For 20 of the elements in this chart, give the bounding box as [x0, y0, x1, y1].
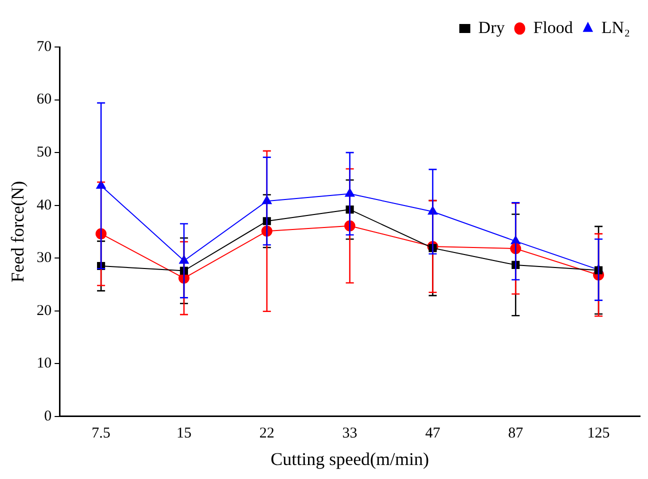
- y-tick-label: 50: [36, 144, 52, 160]
- y-tick-label: 10: [36, 356, 52, 372]
- y-tick-label: 40: [36, 197, 52, 214]
- y-axis-title: Feed force(N): [8, 180, 28, 282]
- y-tick-label: 0: [44, 408, 52, 424]
- x-tick-label: 15: [176, 425, 192, 442]
- y-tick-label: 70: [36, 38, 52, 55]
- x-tick-label: 33: [342, 425, 358, 442]
- x-axis-title: Cutting speed(m/min): [270, 448, 430, 469]
- legend-label: Flood: [533, 18, 574, 37]
- legend-label: Dry: [478, 18, 506, 37]
- y-tick-label: 60: [36, 92, 52, 108]
- x-tick-label: 47: [425, 425, 441, 442]
- x-tick-label: 125: [587, 425, 610, 442]
- x-tick-label: 7.5: [92, 425, 110, 442]
- x-tick-label: 22: [259, 425, 274, 442]
- legend-label: LN₂: [601, 18, 630, 37]
- x-tick-label: 87: [508, 425, 524, 442]
- y-tick-label: 30: [36, 250, 52, 266]
- y-tick-label: 20: [36, 302, 52, 319]
